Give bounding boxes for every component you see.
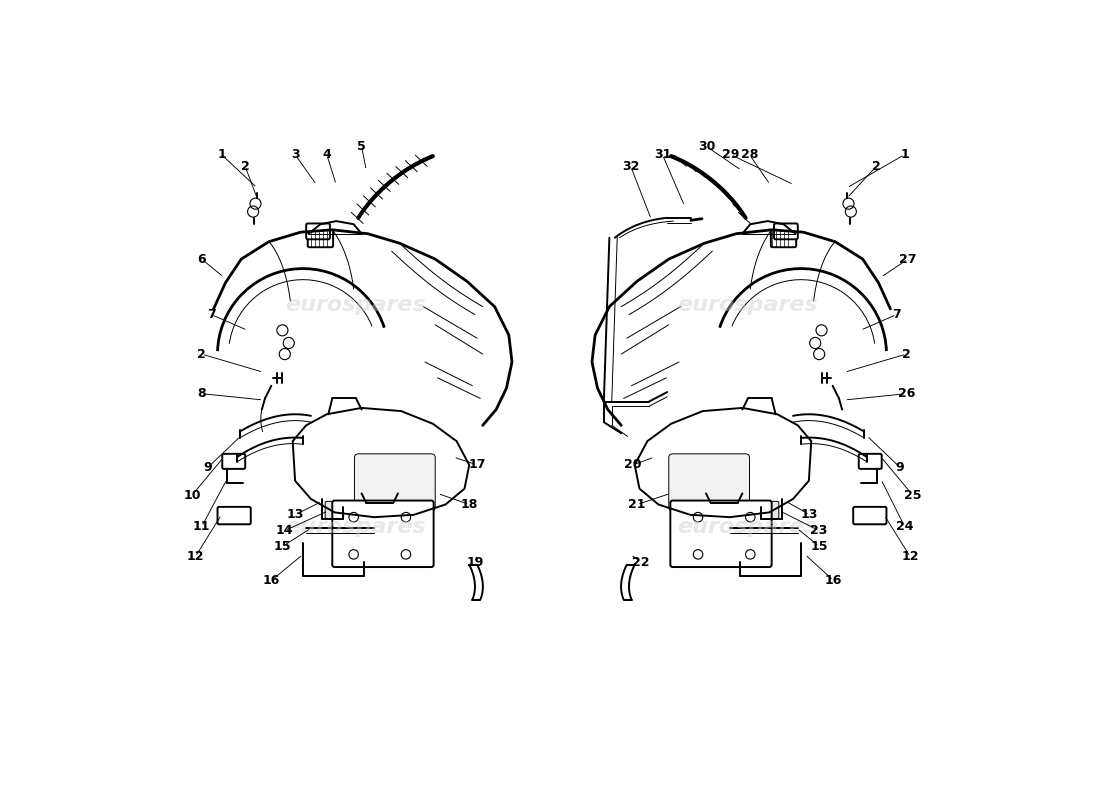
Text: 14: 14 [276,524,294,537]
FancyBboxPatch shape [670,501,772,567]
Text: 3: 3 [290,148,299,161]
Text: eurospares: eurospares [678,295,818,315]
Text: 16: 16 [825,574,843,587]
Text: 2: 2 [197,347,206,361]
Text: 30: 30 [698,140,715,153]
Text: 11: 11 [192,520,210,533]
Text: 1: 1 [217,148,226,161]
Text: 2: 2 [241,160,250,173]
Text: 9: 9 [204,461,212,474]
FancyBboxPatch shape [308,230,333,247]
Text: 7: 7 [892,308,901,321]
Text: 15: 15 [811,540,828,553]
Text: 18: 18 [461,498,477,511]
Text: 5: 5 [358,140,366,153]
Text: 8: 8 [197,387,206,400]
Text: 12: 12 [187,550,205,563]
Text: 16: 16 [263,574,280,587]
Text: 24: 24 [895,520,913,533]
Text: 10: 10 [184,489,201,502]
Text: 12: 12 [902,550,918,563]
Text: 17: 17 [469,458,486,471]
FancyBboxPatch shape [774,223,798,239]
Text: 4: 4 [322,148,331,161]
Text: 29: 29 [722,148,739,161]
Text: 9: 9 [895,461,904,474]
Text: 13: 13 [286,508,304,522]
Text: 21: 21 [628,498,646,511]
Text: 6: 6 [197,253,206,266]
FancyBboxPatch shape [669,454,749,511]
Text: 2: 2 [872,160,880,173]
Text: 13: 13 [801,508,818,522]
Text: 20: 20 [625,458,642,471]
FancyBboxPatch shape [859,454,882,469]
Text: 25: 25 [904,489,922,502]
Text: 7: 7 [207,308,216,321]
FancyBboxPatch shape [354,454,436,511]
FancyBboxPatch shape [222,454,245,469]
FancyBboxPatch shape [332,501,433,567]
Text: 23: 23 [811,524,828,537]
FancyBboxPatch shape [771,230,796,247]
Text: 32: 32 [623,160,639,173]
Text: 26: 26 [898,387,915,400]
FancyBboxPatch shape [854,507,887,524]
Text: 1: 1 [900,148,909,161]
FancyBboxPatch shape [326,502,351,518]
Text: 22: 22 [632,556,650,569]
Text: 28: 28 [740,148,758,161]
FancyBboxPatch shape [306,223,330,239]
Text: eurospares: eurospares [286,295,427,315]
Text: 27: 27 [899,253,916,266]
Text: 19: 19 [466,556,484,569]
Text: 31: 31 [653,148,671,161]
Text: eurospares: eurospares [286,517,427,537]
FancyBboxPatch shape [218,507,251,524]
Text: 15: 15 [274,540,292,553]
Text: 2: 2 [902,347,911,361]
FancyBboxPatch shape [754,502,779,518]
Text: eurospares: eurospares [678,517,818,537]
